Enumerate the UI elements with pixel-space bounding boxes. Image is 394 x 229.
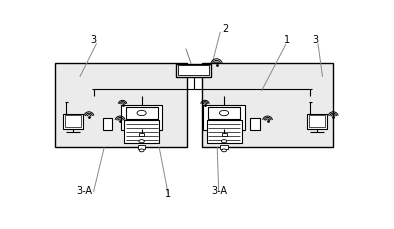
Circle shape <box>139 149 144 152</box>
Bar <box>202 63 333 147</box>
Bar <box>63 114 83 129</box>
Bar <box>138 145 145 149</box>
Circle shape <box>137 110 146 116</box>
Bar <box>55 63 187 147</box>
Text: 3: 3 <box>91 35 97 45</box>
Text: 2: 2 <box>222 24 228 34</box>
Bar <box>121 105 162 130</box>
Text: 3: 3 <box>312 35 318 45</box>
Circle shape <box>221 149 227 152</box>
Circle shape <box>221 140 227 143</box>
Bar <box>176 64 211 77</box>
Bar <box>221 133 227 136</box>
Bar <box>208 107 240 119</box>
Bar <box>206 120 242 143</box>
Text: 1: 1 <box>165 189 171 199</box>
Bar <box>103 118 112 130</box>
Text: 3-A: 3-A <box>211 186 227 196</box>
Bar <box>139 133 144 136</box>
Circle shape <box>219 110 229 116</box>
Bar <box>178 65 209 75</box>
Bar <box>250 118 260 130</box>
Bar <box>307 114 327 129</box>
Bar <box>124 120 159 143</box>
Bar <box>220 145 228 149</box>
Text: 1: 1 <box>284 35 290 45</box>
Bar <box>65 115 81 127</box>
Bar <box>309 115 325 127</box>
Text: 3-A: 3-A <box>77 186 93 196</box>
Bar <box>126 107 158 119</box>
Circle shape <box>139 140 144 143</box>
Bar <box>203 105 245 130</box>
